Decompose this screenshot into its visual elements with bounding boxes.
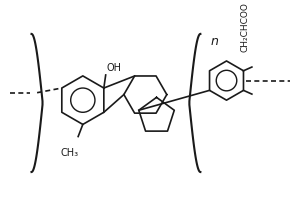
Text: CH₂CHCOO: CH₂CHCOO <box>241 2 250 52</box>
Text: n: n <box>211 35 218 48</box>
Text: OH: OH <box>106 63 122 73</box>
Text: CH₃: CH₃ <box>61 148 79 158</box>
